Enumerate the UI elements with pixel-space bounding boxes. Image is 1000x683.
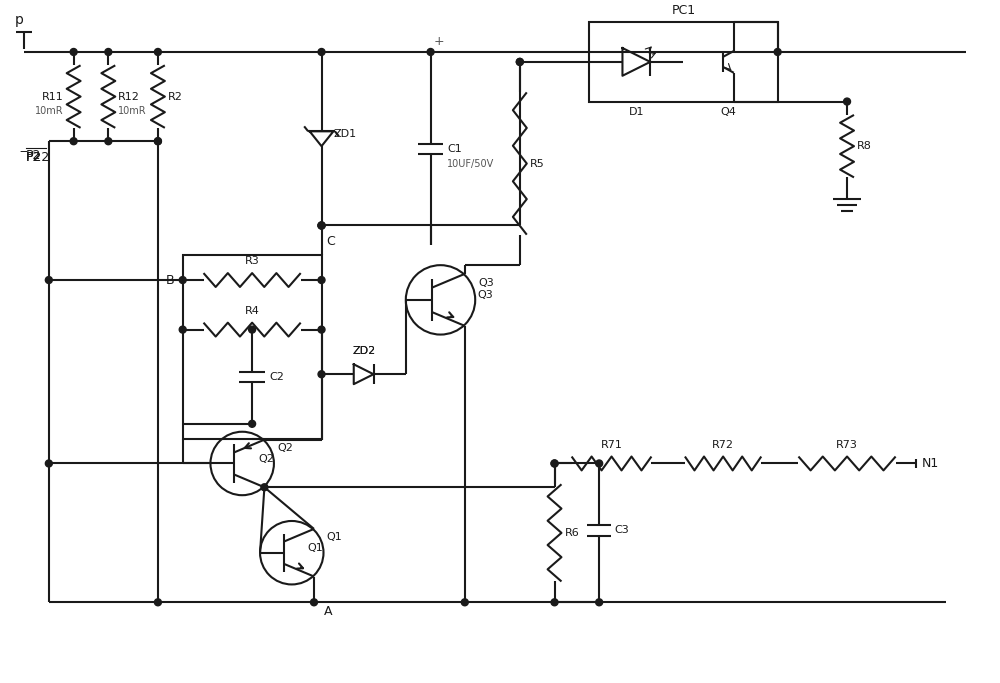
Circle shape [105, 48, 112, 55]
Circle shape [318, 326, 325, 333]
Circle shape [516, 59, 523, 66]
Text: ZD2: ZD2 [352, 346, 375, 357]
Text: C1: C1 [447, 143, 462, 154]
Text: R4: R4 [245, 306, 260, 316]
Text: Q1: Q1 [308, 543, 323, 553]
Text: R11: R11 [42, 92, 64, 102]
Text: N1: N1 [921, 457, 939, 470]
Text: R3: R3 [245, 256, 259, 266]
Circle shape [318, 48, 325, 55]
Text: R71: R71 [601, 440, 622, 449]
Circle shape [249, 326, 256, 333]
Text: Q2: Q2 [258, 454, 274, 464]
Text: C2: C2 [269, 372, 284, 382]
Circle shape [844, 98, 851, 105]
Text: Q3: Q3 [478, 277, 494, 288]
Text: Q1: Q1 [326, 532, 342, 542]
Text: P2: P2 [26, 151, 41, 164]
Text: 10mR: 10mR [118, 107, 147, 117]
Text: p: p [15, 13, 24, 27]
Circle shape [154, 599, 161, 606]
Text: R8: R8 [857, 141, 872, 151]
Circle shape [318, 222, 325, 229]
Circle shape [461, 599, 468, 606]
Circle shape [551, 599, 558, 606]
Text: Q2: Q2 [277, 443, 293, 453]
Circle shape [596, 460, 603, 467]
Circle shape [596, 599, 603, 606]
Text: R12: R12 [118, 92, 140, 102]
Circle shape [318, 222, 325, 229]
Circle shape [154, 138, 161, 145]
Text: +: + [434, 35, 444, 48]
Text: A: A [324, 605, 332, 618]
Circle shape [179, 326, 186, 333]
Text: R72: R72 [712, 440, 734, 449]
Circle shape [551, 460, 558, 467]
Text: R5: R5 [530, 158, 544, 169]
Circle shape [249, 420, 256, 428]
Text: C: C [326, 236, 335, 249]
Circle shape [318, 371, 325, 378]
Text: ZD1: ZD1 [333, 129, 357, 139]
Text: P2: P2 [26, 149, 41, 162]
Text: Q3: Q3 [477, 290, 493, 300]
Circle shape [45, 460, 52, 467]
Text: C3: C3 [614, 525, 629, 535]
Text: B: B [166, 273, 175, 287]
Circle shape [318, 277, 325, 283]
Circle shape [70, 48, 77, 55]
Text: R2: R2 [168, 92, 183, 102]
Text: Q4: Q4 [720, 107, 736, 117]
Bar [183, 255, 322, 438]
Circle shape [154, 48, 161, 55]
Circle shape [318, 222, 325, 229]
Text: 10UF/50V: 10UF/50V [447, 158, 495, 169]
Text: ̅P22: ̅P22 [26, 151, 49, 164]
Circle shape [179, 277, 186, 283]
Text: PC1: PC1 [671, 4, 696, 17]
Circle shape [427, 48, 434, 55]
Circle shape [261, 484, 268, 491]
Text: D1: D1 [629, 107, 644, 117]
Bar [589, 23, 778, 102]
Circle shape [311, 599, 317, 606]
Circle shape [551, 460, 558, 467]
Circle shape [70, 138, 77, 145]
Text: R73: R73 [836, 440, 858, 449]
Text: 10mR: 10mR [35, 107, 64, 117]
Circle shape [45, 277, 52, 283]
Text: R6: R6 [564, 528, 579, 538]
Circle shape [774, 48, 781, 55]
Text: ZD2: ZD2 [352, 346, 375, 357]
Circle shape [105, 138, 112, 145]
Circle shape [154, 138, 161, 145]
Circle shape [516, 59, 523, 66]
